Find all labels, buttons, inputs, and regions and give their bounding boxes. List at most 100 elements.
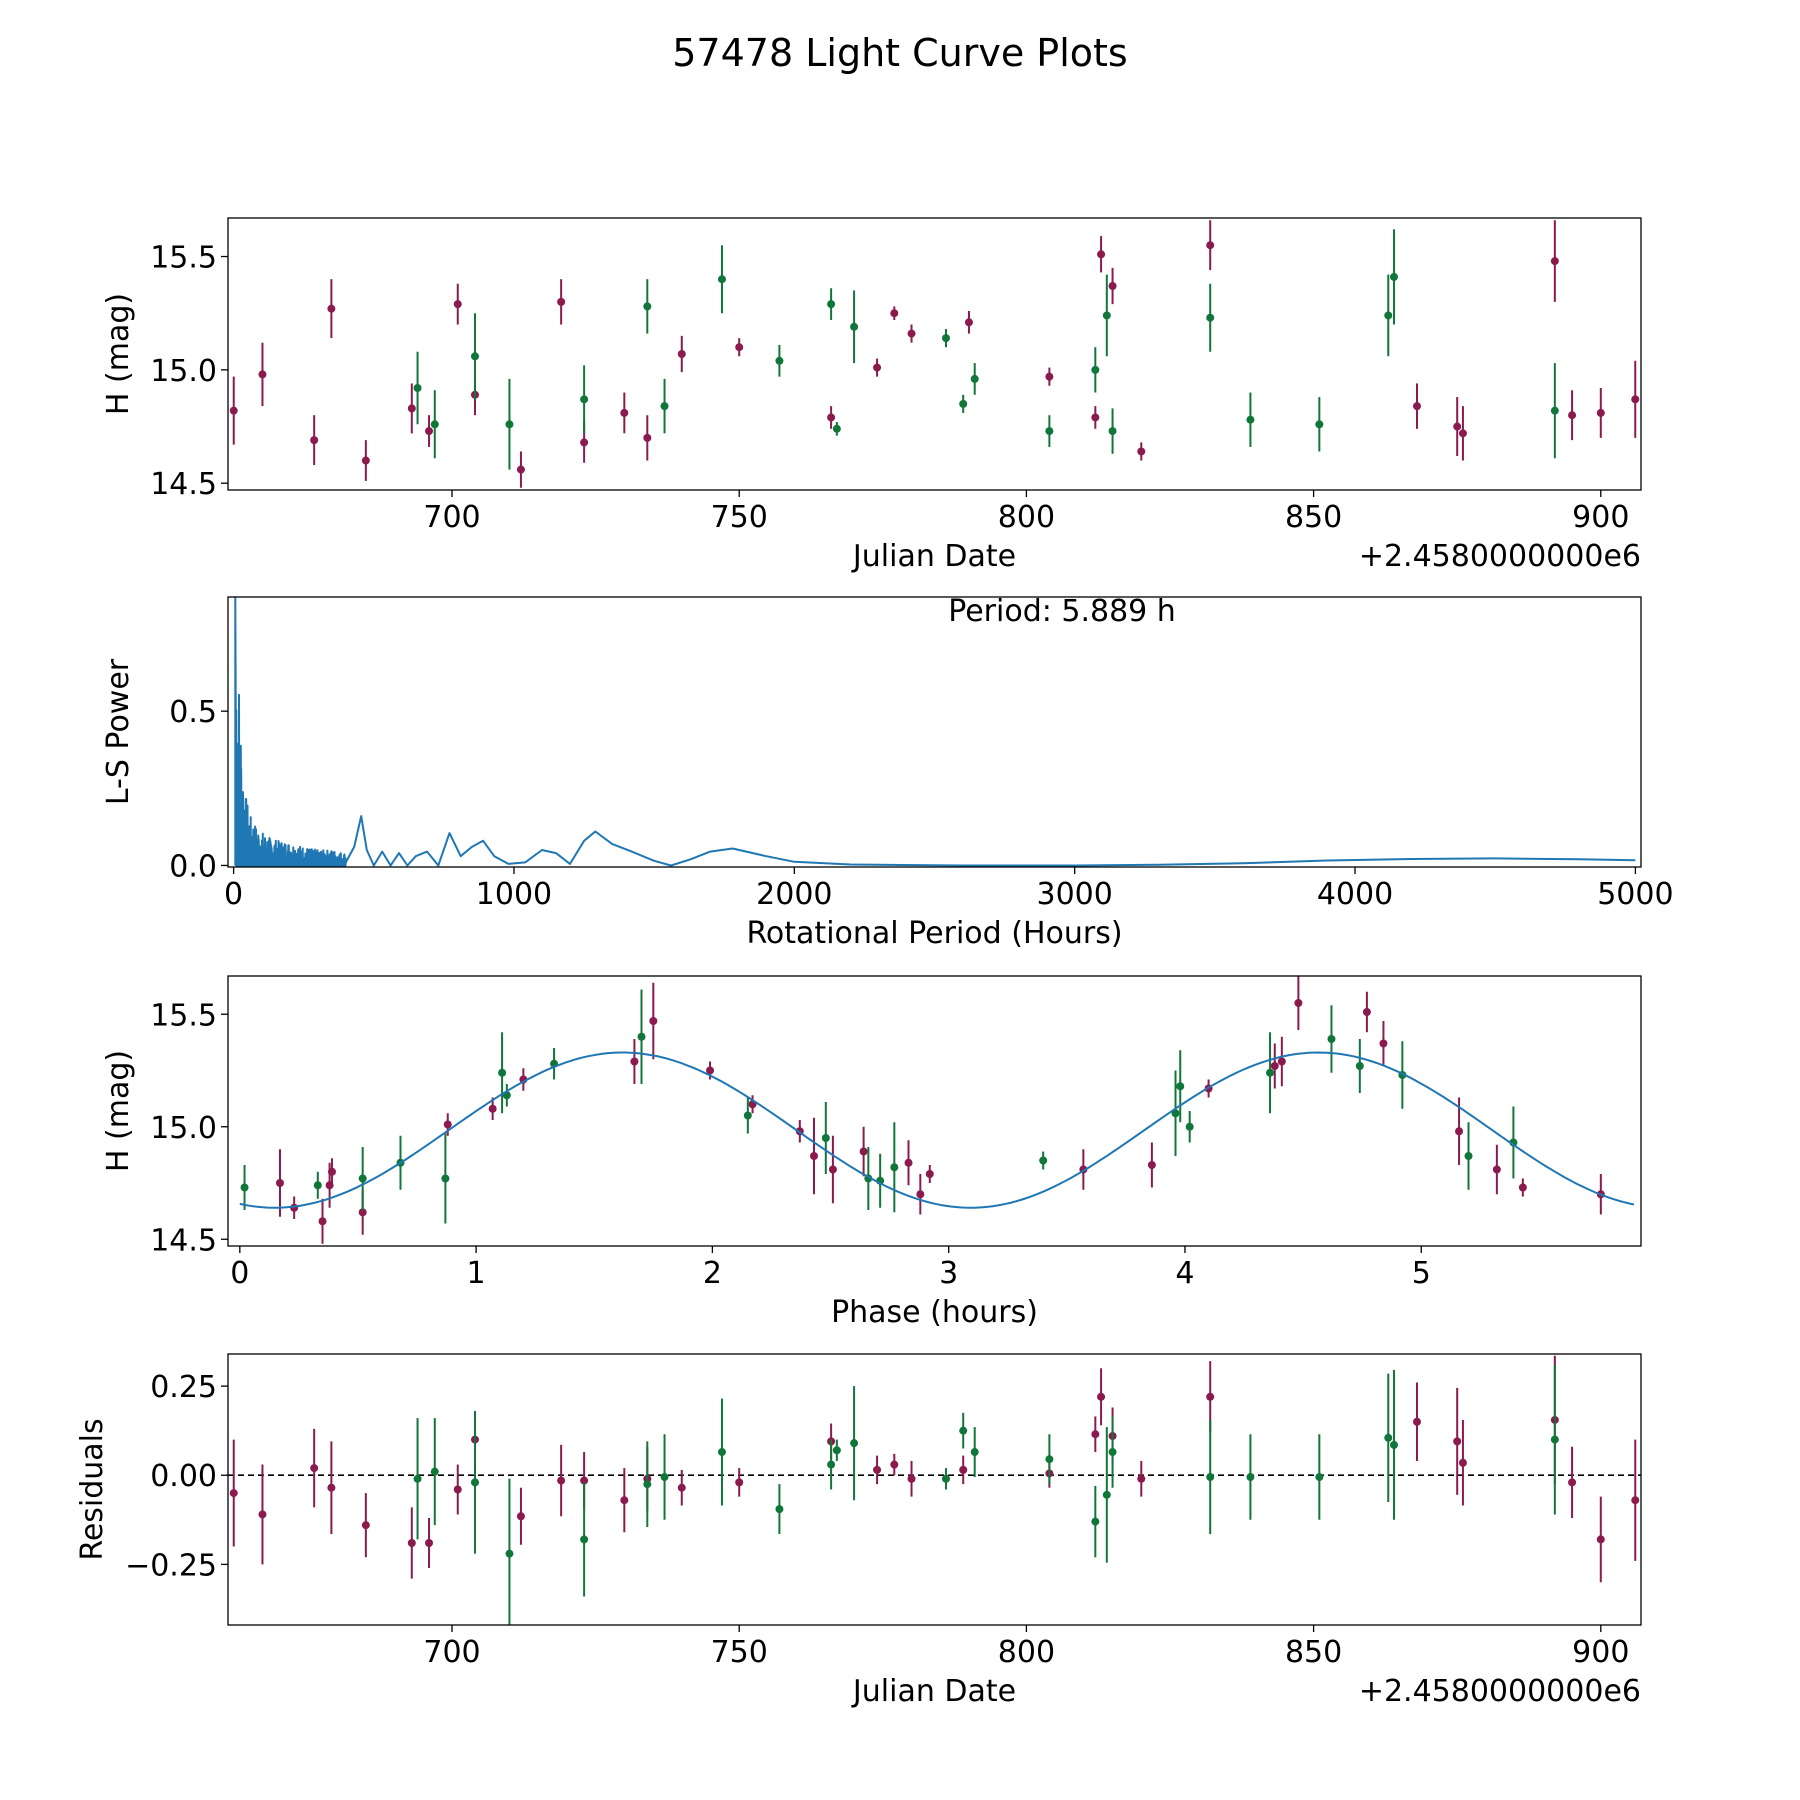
x-axis-label: Rotational Period (Hours) <box>746 916 1122 951</box>
band_b-data-point <box>1246 1473 1255 1482</box>
figure-title: 57478 Light Curve Plots <box>672 31 1127 75</box>
y-tick-label: −0.25 <box>125 1548 217 1583</box>
band_a-data-point <box>1568 1478 1577 1487</box>
y-axis-label: L-S Power <box>101 658 136 805</box>
band_a-data-point <box>1458 429 1467 438</box>
band_a-data-point <box>1455 1127 1464 1136</box>
band_a-data-point <box>706 1066 715 1075</box>
band_b-data-point <box>580 395 589 404</box>
x-tick-label: 700 <box>423 1635 480 1670</box>
band_b-data-point <box>827 1460 836 1469</box>
band_b-data-point <box>1550 406 1559 415</box>
band_b-data-point <box>941 334 950 343</box>
band_a-data-point <box>488 1104 497 1113</box>
band_a-data-point <box>620 1496 629 1505</box>
band_a-data-point <box>1631 395 1640 404</box>
band_a-data-point <box>827 413 836 422</box>
band_b-data-point <box>1206 1473 1215 1482</box>
band_a-data-point <box>1294 999 1303 1007</box>
band_b-data-point <box>441 1174 450 1183</box>
band_b-data-point <box>1091 1517 1100 1526</box>
band_b-data-point <box>1315 1473 1324 1482</box>
x-offset-label: +2.4580000000e6 <box>1359 1674 1641 1709</box>
band_b-data-point <box>1390 272 1399 281</box>
x-tick-label: 2000 <box>756 877 832 912</box>
band_a-data-point <box>580 1476 589 1485</box>
band_a-data-point <box>677 350 686 358</box>
band_b-data-point <box>890 1163 899 1172</box>
residuals-panel: 700 750 800 850 900 −0.25 0.00 0.25 Julian Date R… <box>75 1353 1642 1709</box>
band_b-data-point <box>1091 365 1100 374</box>
band_b-data-point <box>717 275 726 284</box>
band_a-data-point <box>453 1485 462 1494</box>
band_a-data-point <box>557 1476 566 1485</box>
band_a-data-point <box>1453 422 1462 431</box>
band_a-data-point <box>1412 1417 1421 1426</box>
band_a-data-point <box>229 1489 238 1498</box>
band_b-data-point <box>850 1439 859 1448</box>
band_a-data-point <box>630 1057 639 1066</box>
band_b-data-point <box>505 420 514 429</box>
band_b-data-point <box>1108 427 1117 436</box>
band_b-data-point <box>1045 427 1054 436</box>
x-tick-label: 4 <box>1175 1256 1194 1291</box>
band_a-data-point <box>327 1483 336 1492</box>
x-tick-label: 4000 <box>1317 877 1393 912</box>
y-tick-label: 15.0 <box>150 354 217 389</box>
band_a-data-point <box>1379 1039 1388 1048</box>
x-tick-label: 1 <box>467 1256 486 1291</box>
band_b-data-point <box>505 1549 514 1558</box>
band_b-data-point <box>832 424 841 433</box>
band_a-data-point <box>873 363 882 372</box>
x-tick-label: 2 <box>703 1256 722 1291</box>
band_a-data-point <box>873 1465 882 1474</box>
y-tick-label: 15.0 <box>150 1111 217 1146</box>
band_a-data-point <box>1550 257 1559 266</box>
band_b-data-point <box>1185 1122 1194 1131</box>
y-axis-label: H (mag) <box>101 293 136 415</box>
band_a-data-point <box>229 406 238 415</box>
periodogram-panel: Period: 5.889 h 0 1000 2000 3000 4000 5000 0.0 0… <box>101 594 1674 951</box>
y-tick-label: 0.5 <box>169 695 217 730</box>
band_a-data-point <box>1091 1430 1100 1439</box>
y-tick-label: 0.00 <box>150 1459 217 1494</box>
band_a-data-point <box>1596 1535 1605 1544</box>
band_a-data-point <box>890 309 899 318</box>
x-tick-label: 3 <box>939 1256 958 1291</box>
band_a-data-point <box>258 370 267 379</box>
band_a-data-point <box>649 1017 658 1025</box>
band_b-data-point <box>660 1473 669 1482</box>
y-tick-label: 14.5 <box>150 467 217 502</box>
data-layer <box>228 1355 1641 1625</box>
band_a-data-point <box>407 404 416 413</box>
band_b-data-point <box>1045 1455 1054 1464</box>
x-tick-label: 800 <box>998 1635 1055 1670</box>
x-tick-label: 900 <box>1572 500 1629 535</box>
band_a-data-point <box>361 1521 370 1530</box>
band_b-data-point <box>1384 311 1393 320</box>
band_b-data-point <box>1206 313 1215 322</box>
band_b-data-point <box>1108 1448 1117 1457</box>
band_b-data-point <box>580 1535 589 1544</box>
band_a-data-point <box>890 1460 899 1469</box>
band_a-data-point <box>1277 1057 1286 1066</box>
band_a-data-point <box>1137 1474 1146 1483</box>
band_a-data-point <box>1108 282 1117 290</box>
band_b-data-point <box>1039 1156 1048 1165</box>
axes-frame <box>227 1353 1642 1626</box>
band_a-data-point <box>516 1512 525 1521</box>
band_a-data-point <box>425 1538 434 1547</box>
band_b-data-point <box>775 1505 784 1514</box>
band_a-data-point <box>677 1483 686 1492</box>
band_b-data-point <box>1171 1109 1180 1118</box>
band_a-data-point <box>327 1167 336 1176</box>
band_a-data-point <box>358 1208 367 1217</box>
axes-frame <box>227 217 1642 491</box>
band_a-data-point <box>1596 408 1605 417</box>
band_b-data-point <box>643 1480 652 1489</box>
band_a-data-point <box>327 304 336 313</box>
band_b-data-point <box>1246 415 1255 424</box>
x-tick-label: 850 <box>1285 500 1342 535</box>
y-tick-label: 15.5 <box>150 998 217 1033</box>
